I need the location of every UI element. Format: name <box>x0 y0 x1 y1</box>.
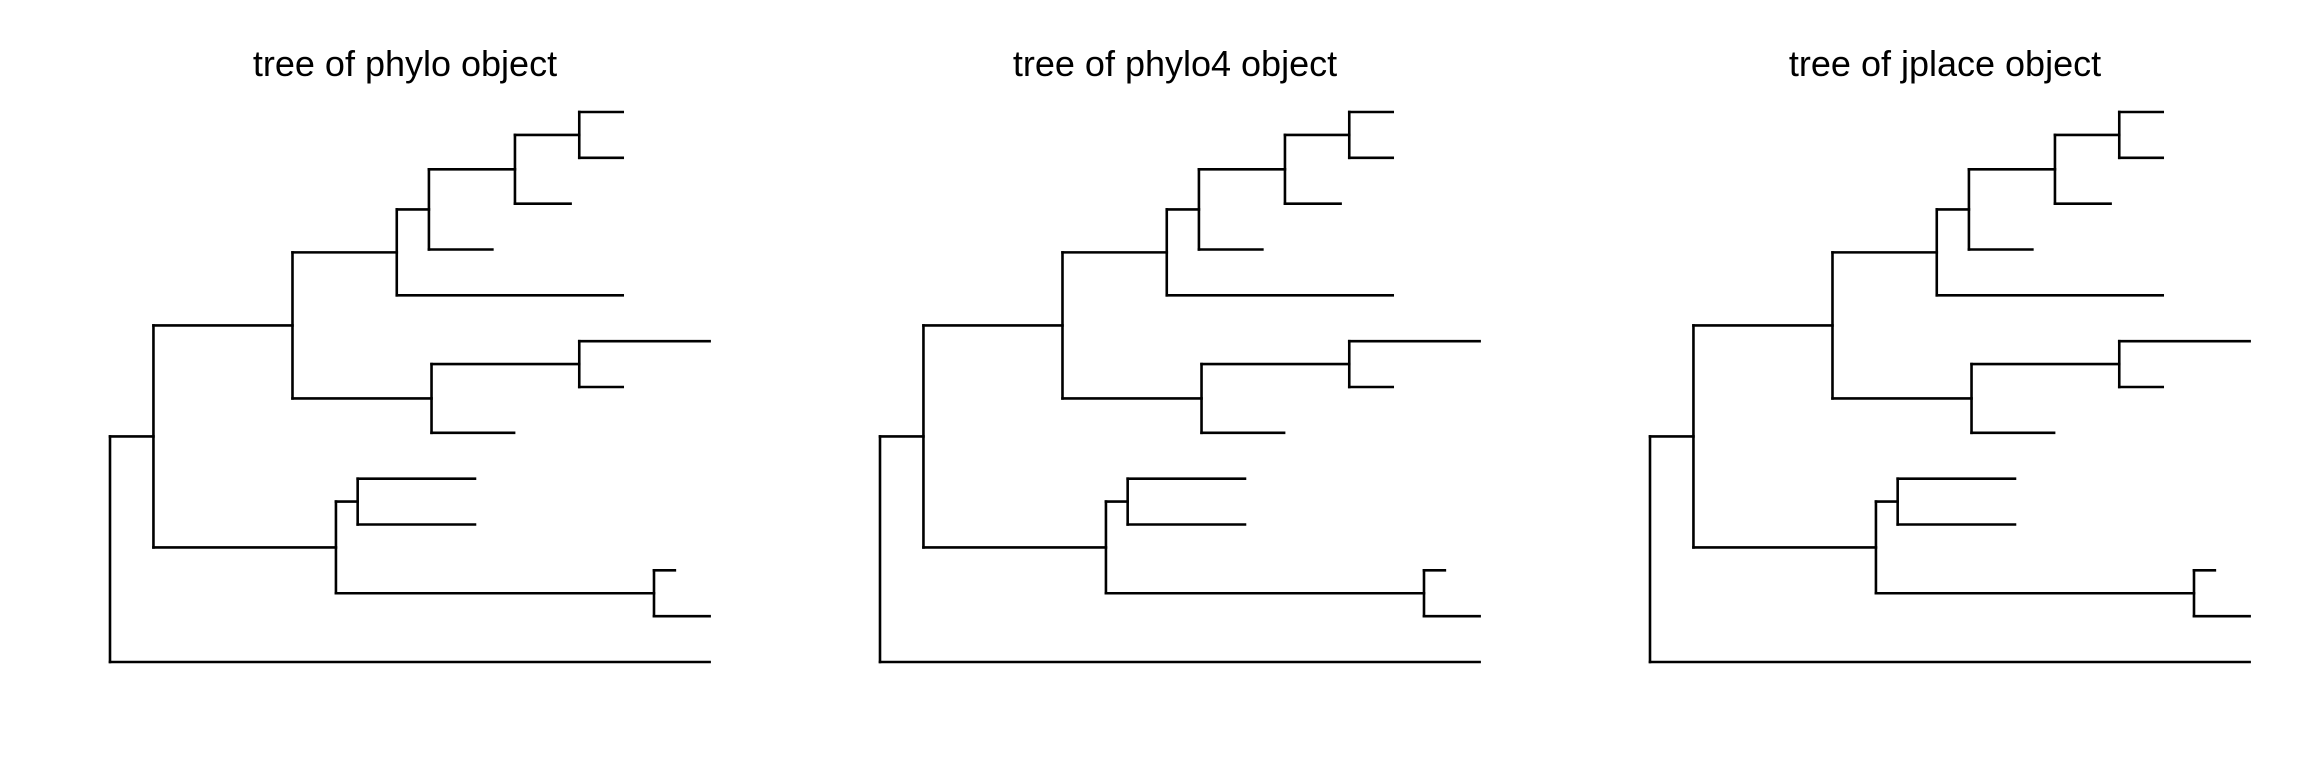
panel-title-phylo4: tree of phylo4 object <box>1013 43 1337 84</box>
panel-phylo: tree of phylo object <box>108 43 711 664</box>
panel-jplace: tree of jplace object <box>1648 43 2251 664</box>
tree-phylo <box>108 110 711 664</box>
panel-title-jplace: tree of jplace object <box>1789 43 2101 84</box>
panel-phylo4: tree of phylo4 object <box>878 43 1481 664</box>
tree-phylo4 <box>878 110 1481 664</box>
panel-title-phylo: tree of phylo object <box>253 43 557 84</box>
tree-jplace <box>1648 110 2251 664</box>
